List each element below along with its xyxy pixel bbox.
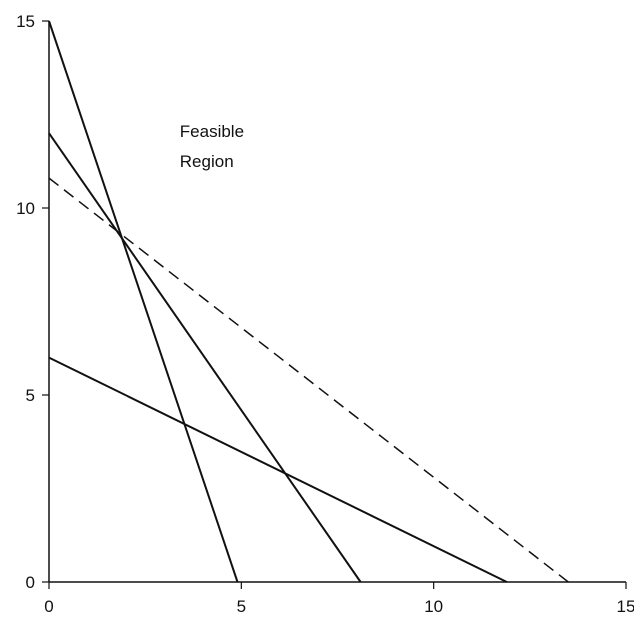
ticks: 0 5 10 15 0 5 10 15 bbox=[16, 12, 634, 616]
y-tick-label: 15 bbox=[16, 12, 35, 31]
x-tick-label: 10 bbox=[424, 597, 443, 616]
annotation-2: Region bbox=[180, 152, 234, 171]
axes bbox=[48, 21, 626, 583]
y-tick-label: 5 bbox=[26, 386, 35, 405]
constraint-line-2 bbox=[48, 132, 362, 583]
y-tick-label: 10 bbox=[16, 199, 35, 218]
y-tick-label: 0 bbox=[26, 573, 35, 592]
constraint-line-3 bbox=[48, 356, 508, 583]
dashed-line-4 bbox=[48, 177, 569, 583]
series-layer bbox=[48, 20, 569, 583]
annotation-1: Feasible bbox=[180, 122, 244, 141]
constraint-line-1 bbox=[48, 20, 239, 583]
x-tick-label: 0 bbox=[44, 597, 53, 616]
x-tick-label: 5 bbox=[237, 597, 246, 616]
x-tick-label: 15 bbox=[617, 597, 634, 616]
annotations: Feasible Region bbox=[180, 122, 244, 171]
